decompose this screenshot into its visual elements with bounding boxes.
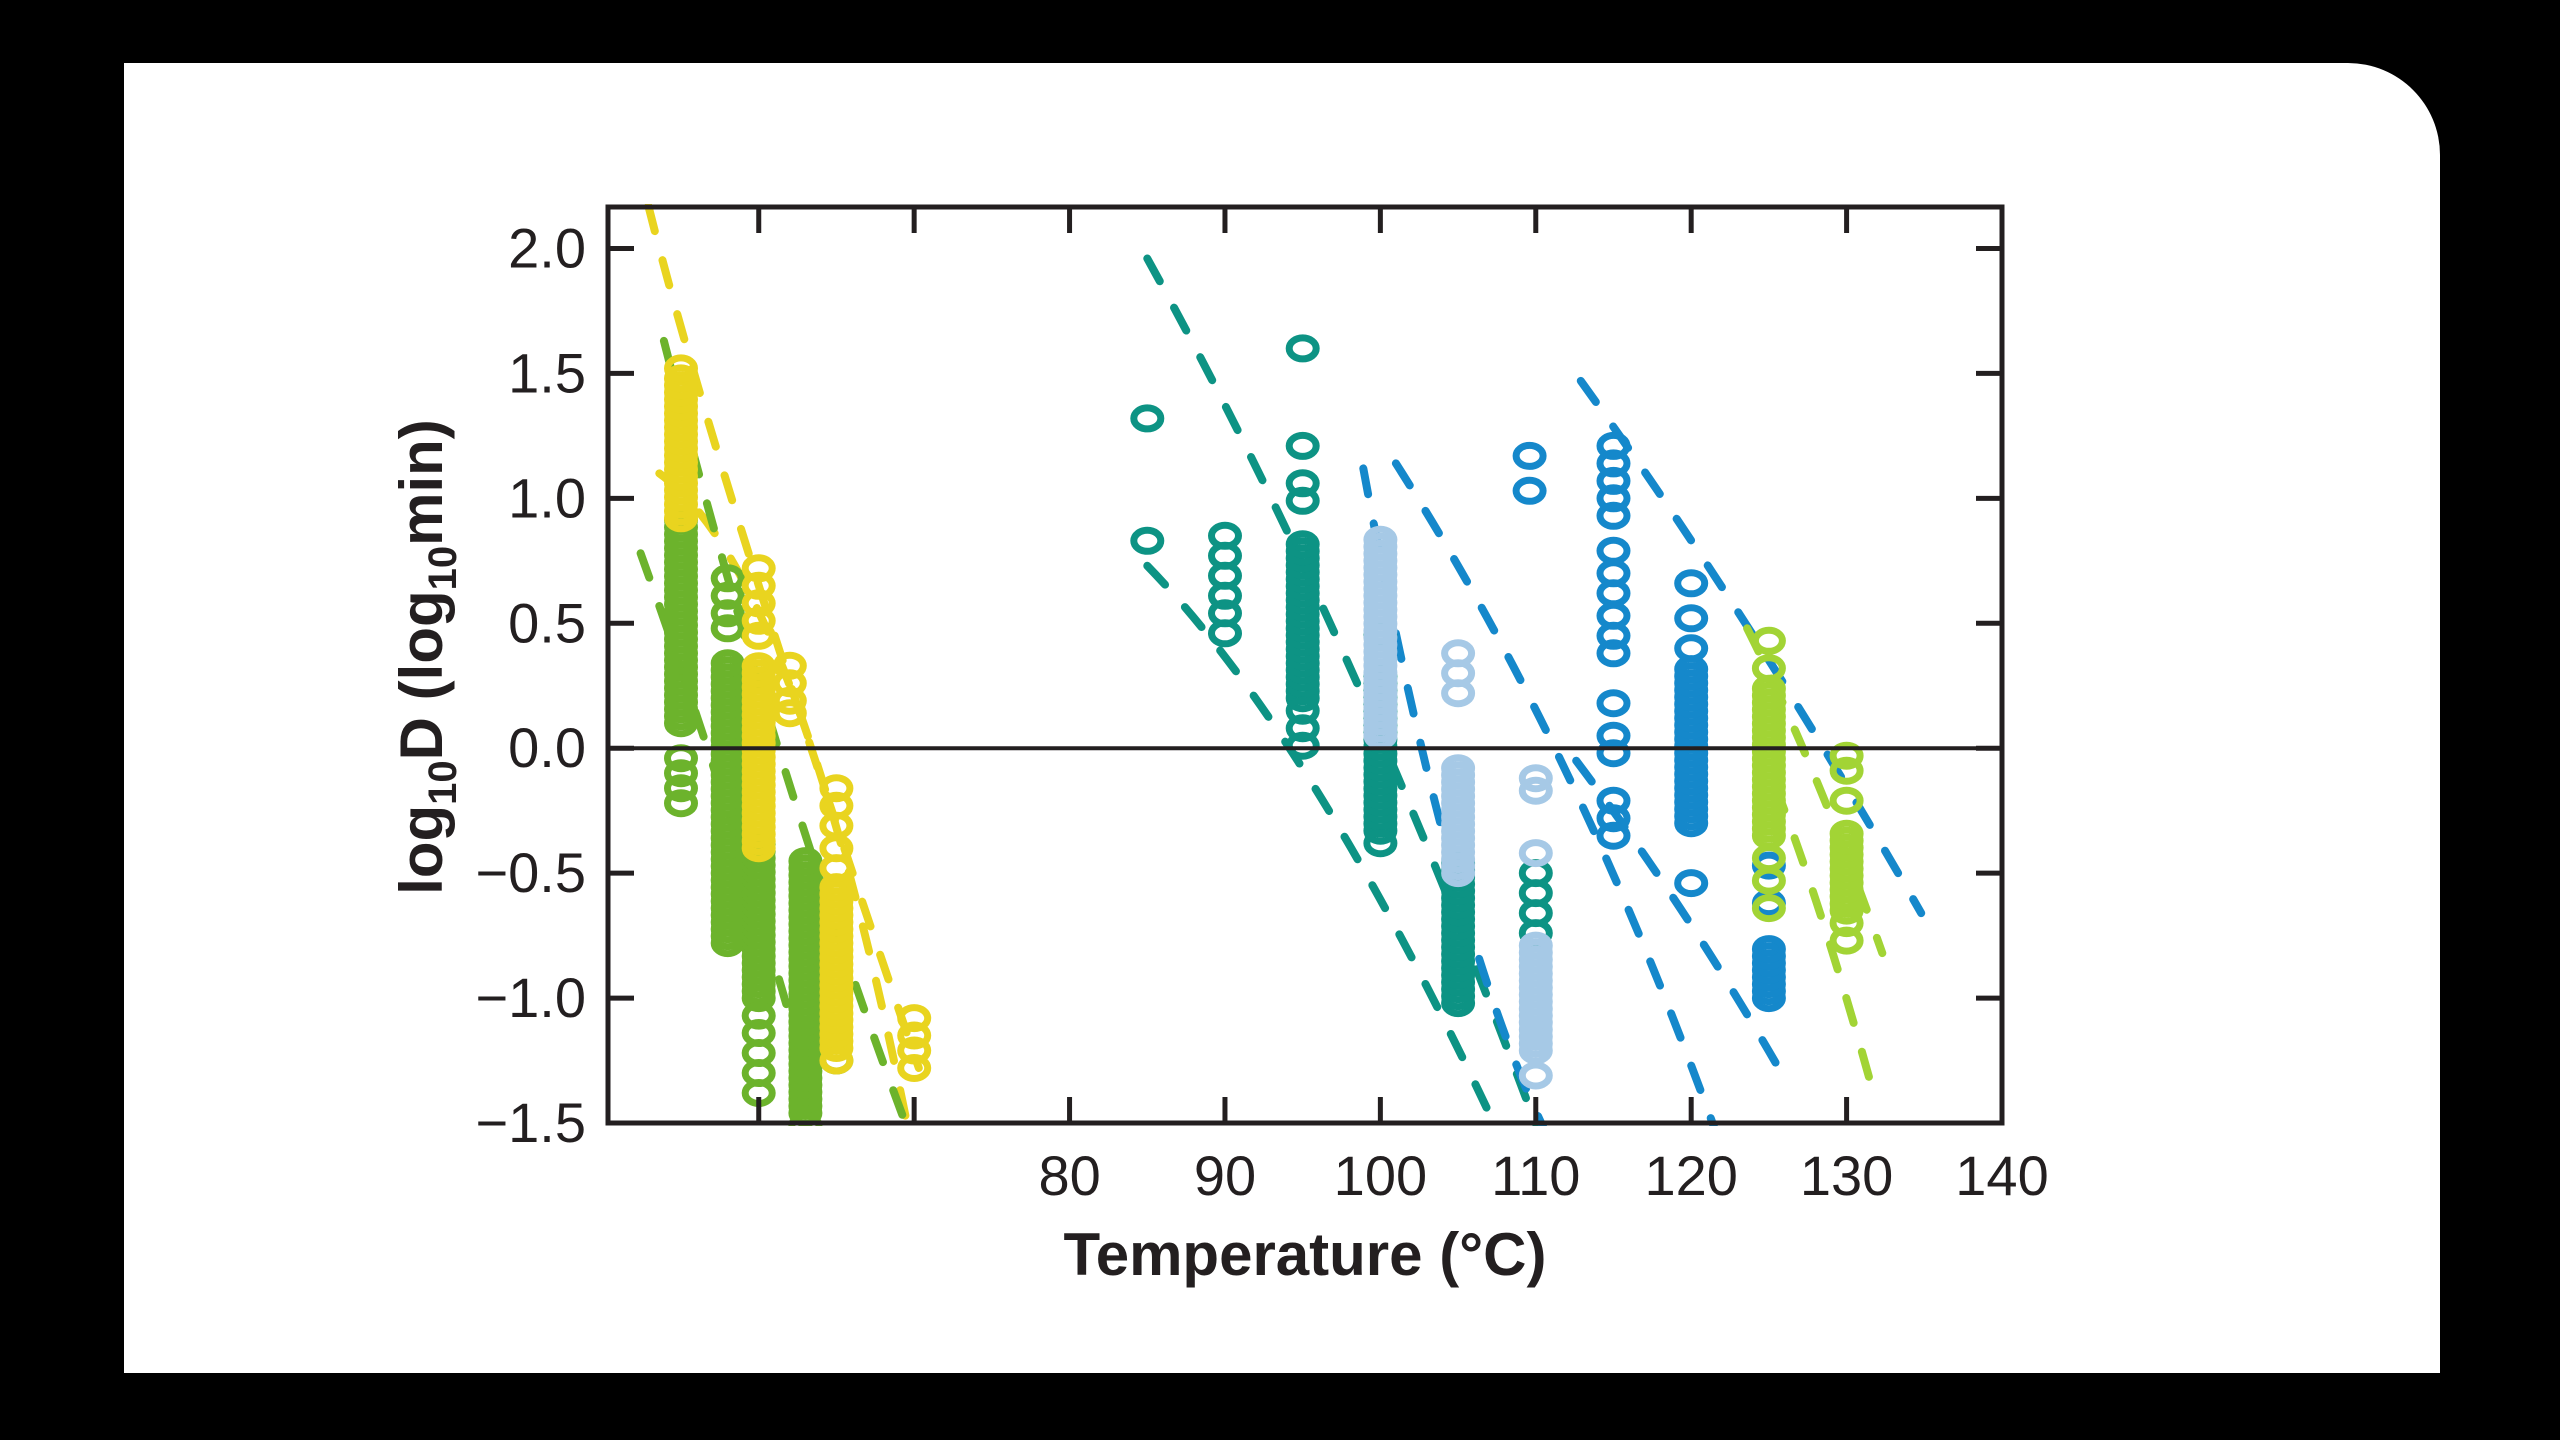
data-point [664,354,698,383]
axes-frame [605,204,2005,1126]
teal-band-upper [1143,254,1541,1126]
teal-band-lower [1143,561,1500,1126]
x-tick-label: 140 [1955,1144,2048,1207]
data-point [1751,654,1786,683]
data-point [710,649,745,678]
data-point [819,1046,854,1075]
data-point [1596,821,1631,850]
x-axis-title: Temperature (°C) [1064,1221,1547,1288]
data-point [1285,431,1320,460]
y-tick-label: 1.5 [508,341,586,404]
y-tick-label: 0.0 [508,716,586,779]
data-point [1518,764,1553,793]
data-point [741,1001,776,1030]
yellow-band-upper [644,204,923,1072]
data-point [1130,404,1165,433]
data-point [1130,526,1165,555]
data-point [1518,931,1553,960]
data-point [1596,501,1631,530]
data-point [741,652,776,681]
y-tick-label: −0.5 [475,841,586,904]
x-tick-label: 120 [1644,1144,1737,1207]
data-point [1829,786,1864,815]
data-point [1674,634,1709,663]
data-point [1751,894,1786,923]
tick-labels: 80 90 100 110 120 130 140 2.0 1.5 1.0 0.5 0.0 −0.5 −1… [475,217,2048,1208]
y-tick-label: 0.5 [508,591,586,654]
plot-frame [605,204,2005,1126]
blue-band-lower [1572,756,1789,1082]
data-point [741,606,776,635]
data-point [1596,739,1631,768]
data-point [1829,926,1864,955]
data-point [1363,829,1398,858]
data-point [1518,776,1553,805]
lime-series [1751,626,1864,955]
data-point [1285,334,1320,363]
blue-band-upper [1576,376,1926,918]
x-tick-label: 100 [1334,1144,1427,1207]
lime-band-upper [1743,624,1887,958]
data-point [1518,1061,1553,1090]
data-point [897,1004,932,1033]
data-point [1512,476,1547,505]
data-point [772,686,807,715]
data-point [664,774,698,803]
data-point [1751,935,1786,964]
data-point [1596,689,1631,718]
lime-band-lower [1771,781,1881,1107]
data-point [710,614,745,643]
y-tick-label: 2.0 [508,217,586,280]
x-tick-label: 110 [1491,1144,1580,1207]
blue-series [1512,431,1786,1013]
y-tick-label: −1.5 [475,1091,586,1154]
x-tick-label: 130 [1800,1144,1893,1207]
data-point [1829,819,1864,848]
data-point [710,599,745,628]
data-point [1512,441,1547,470]
data-point [664,364,698,393]
data-point [1596,466,1631,495]
data-point [1596,536,1631,565]
data-point [1829,741,1864,770]
data-point [772,699,807,728]
data-point [1363,525,1398,554]
yellow-series [664,354,932,1082]
light-blue-series [1363,525,1553,1090]
y-tick-label: 1.0 [508,466,586,529]
data-point [1285,486,1320,515]
lightblue-band-right [1391,459,1718,1126]
data-point [1751,626,1786,655]
green-series [664,506,854,1126]
data-point-markers [664,334,1864,1126]
data-point [1596,579,1631,608]
data-point [1674,869,1709,898]
teal-series [1130,334,1553,1018]
data-point [1285,530,1320,559]
data-point [1674,569,1709,598]
x-tick-label: 90 [1194,1144,1256,1207]
y-tick-label: −1.0 [475,966,586,1029]
data-point [1518,839,1553,868]
data-point [664,759,698,788]
data-point [1208,619,1242,648]
data-point [741,621,776,650]
data-point [897,1054,932,1082]
data-point [1285,731,1320,760]
data-point [664,789,698,818]
data-point [1751,866,1786,895]
scatter-chart: 80 90 100 110 120 130 140 2.0 1.5 1.0 0.5 0.0 −0.5 −1… [388,204,2049,1288]
data-point [788,847,823,876]
data-point [897,1021,932,1050]
y-axis-title: log10D (log10min) [388,419,465,895]
figure-card: 80 90 100 110 120 130 140 2.0 1.5 1.0 0.5 0.0 −0.5 −1… [124,63,2440,1373]
data-point [1441,679,1476,708]
x-tick-label: 80 [1038,1144,1100,1207]
data-point [1674,604,1709,633]
data-point [1596,639,1631,668]
data-point [819,854,854,883]
data-point [1441,754,1476,783]
data-point [1829,756,1864,785]
